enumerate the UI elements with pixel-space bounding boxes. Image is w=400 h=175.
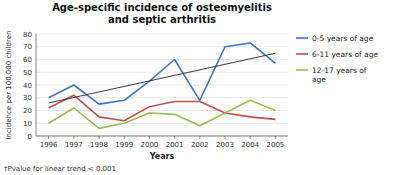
y-tick-label: 40 <box>23 82 32 90</box>
x-tick-label: 2001 <box>166 141 184 149</box>
x-axis-label: Years <box>149 152 175 161</box>
series-line <box>49 43 276 104</box>
x-tick-label: 2004 <box>241 141 259 149</box>
series-line <box>49 95 276 121</box>
x-tick-label: 2002 <box>191 141 209 149</box>
x-tick-label: 2003 <box>216 141 234 149</box>
y-tick-label: 50 <box>23 69 32 77</box>
title: Age-specific incidence of osteomyelitisa… <box>52 2 272 25</box>
text-line: age <box>312 75 326 84</box>
x-tick <box>73 136 74 139</box>
x-tick <box>149 136 150 139</box>
x-tick-label: 1997 <box>65 141 83 149</box>
y-tick-label: 60 <box>23 56 32 64</box>
text-line: 0-5 years of age <box>312 34 374 43</box>
y-tick-label: 70 <box>23 43 32 51</box>
footnote: †Pvalue for linear trend < 0.001 <box>4 165 116 173</box>
y-axis-label: Incidence per 100,000 children <box>5 31 13 140</box>
text-line: Age-specific incidence of osteomyelitis <box>52 2 272 13</box>
legend-label: 6-11 years of age <box>312 50 378 59</box>
page: {"chart_data": { "type": "line", "title"… <box>0 0 400 175</box>
plot-area <box>49 43 276 128</box>
x-tick-label: 2005 <box>266 141 284 149</box>
x-tick <box>225 136 226 139</box>
x-tick-label: 1999 <box>115 141 133 149</box>
x-tick <box>99 136 100 139</box>
legend-label: 0-5 years of age <box>312 34 374 43</box>
x-tick <box>174 136 175 139</box>
x-tick <box>48 136 49 139</box>
grid-line <box>36 123 288 124</box>
y-tick-label: 0 <box>28 133 32 141</box>
x-tick <box>199 136 200 139</box>
y-axis: 0 10 20 30 40 50 60 70 80 <box>23 31 288 141</box>
y-axis-line <box>36 34 37 136</box>
y-tick-label: 30 <box>23 94 32 102</box>
x-tick-label: 2000 <box>140 141 158 149</box>
x-tick-label: 1996 <box>40 141 58 149</box>
x-axis: 1996 1997 1998 1999 2000 2001 2002 2003 2004 2005 <box>36 34 288 149</box>
text-line: 12-17 years of <box>312 66 367 75</box>
y-tick-label: 10 <box>23 120 32 128</box>
series-line <box>49 100 276 128</box>
chart: 0 10 20 30 40 50 60 70 80 1996 1997 1998 1999 2000 200… <box>0 0 400 175</box>
legend-swatch <box>296 37 308 39</box>
background <box>0 0 400 175</box>
grid-line <box>36 72 288 73</box>
x-tick <box>250 136 251 139</box>
legend-swatch <box>296 53 308 55</box>
text-line: and septic arthritis <box>108 14 216 25</box>
grid-line <box>36 46 288 47</box>
x-tick-label: 1998 <box>90 141 108 149</box>
x-tick <box>124 136 125 139</box>
legend-swatch <box>296 69 308 71</box>
y-tick-label: 80 <box>23 31 32 39</box>
grid-line <box>36 110 288 111</box>
y-tick-label: 20 <box>23 107 32 115</box>
legend-label: 12-17 years ofage <box>312 66 367 84</box>
x-tick <box>275 136 276 139</box>
legend: 0-5 years of age 6-11 years of age 12-17 y… <box>296 34 378 84</box>
grid-line <box>36 34 288 35</box>
trend-line <box>49 53 276 103</box>
text-line: 6-11 years of age <box>312 50 378 59</box>
